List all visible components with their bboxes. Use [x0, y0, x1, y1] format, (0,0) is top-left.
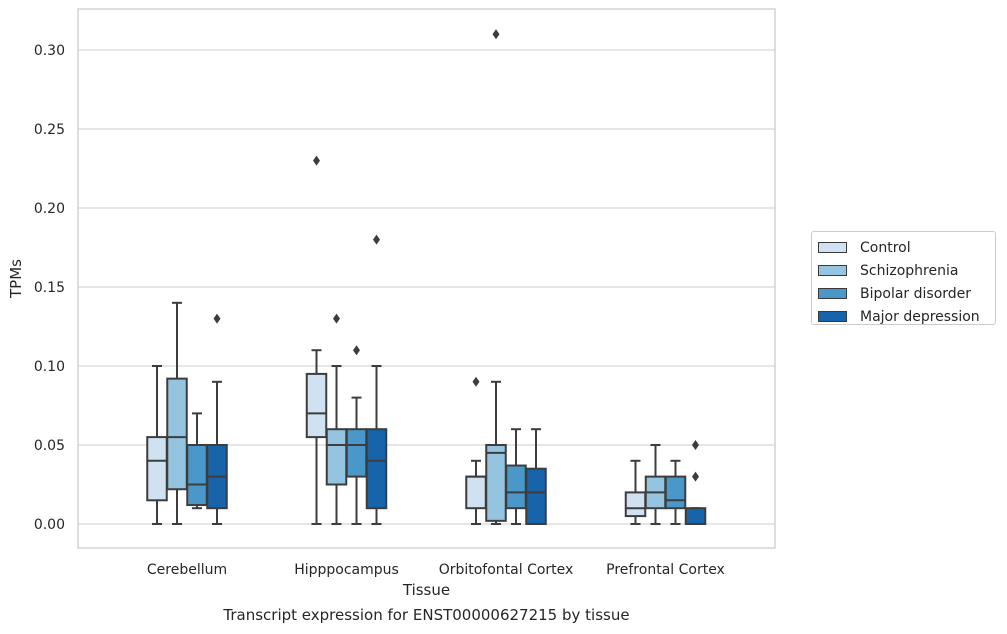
box: [485, 444, 507, 522]
outlier-point: [373, 234, 380, 245]
outlier-point: [353, 345, 360, 356]
outlier-point: [313, 155, 320, 166]
box: [325, 428, 348, 486]
legend-swatch-schizophrenia: [818, 265, 847, 276]
box: [624, 491, 647, 518]
y-tick-label: 0.05: [34, 438, 65, 454]
box: [664, 475, 687, 510]
legend-swatch-bipolar-disorder: [818, 288, 847, 299]
y-tick-label: 0.20: [34, 201, 65, 217]
legend-label-schizophrenia: Schizophrenia: [860, 262, 959, 279]
outlier-point: [692, 471, 699, 482]
x-axis-label: Tissue: [402, 581, 450, 599]
y-tick-label: 0.00: [34, 517, 65, 533]
legend-label-major-depression: Major depression: [860, 308, 980, 325]
box: [525, 467, 547, 526]
y-tick-label: 0.30: [34, 43, 65, 59]
outlier-point: [492, 29, 500, 40]
legend-swatch-major-depression: [818, 311, 847, 322]
box: [365, 428, 388, 510]
outlier-point: [692, 440, 699, 450]
y-tick-label: 0.10: [34, 359, 65, 375]
x-tick-label: Prefrontal Cortex: [606, 562, 725, 578]
box: [684, 507, 707, 526]
outlier-point: [213, 313, 221, 324]
box: [345, 428, 368, 478]
legend-swatch-control: [818, 242, 847, 253]
legend-entry-bipolar-disorder: Bipolar disorder: [818, 282, 989, 305]
box: [505, 464, 527, 510]
legend-entry-major-depression: Major depression: [818, 305, 989, 328]
y-tick-label: 0.15: [34, 280, 65, 296]
box: [166, 377, 188, 491]
outlier-point: [333, 313, 340, 324]
legend-label-bipolar-disorder: Bipolar disorder: [860, 285, 972, 302]
legend-entry-control: Control: [818, 236, 989, 259]
legend-entry-schizophrenia: Schizophrenia: [818, 259, 989, 282]
plot-frame: [77, 8, 776, 549]
figure-caption: Transcript expression for ENST0000062721…: [223, 606, 630, 624]
legend-label-control: Control: [860, 239, 911, 256]
x-tick-label: Orbitofontal Cortex: [439, 562, 574, 578]
box: [305, 372, 328, 439]
box: [465, 475, 487, 510]
chart-legend: Control Schizophrenia Bipolar disorder M…: [811, 231, 996, 325]
outlier-point: [472, 376, 480, 387]
y-axis-label: TPMs: [7, 259, 25, 299]
y-tick-label: 0.25: [34, 122, 65, 138]
box: [146, 436, 168, 502]
x-tick-label: Hipppocampus: [294, 562, 399, 578]
box: [186, 444, 208, 507]
x-tick-label: Cerebellum: [147, 562, 227, 578]
